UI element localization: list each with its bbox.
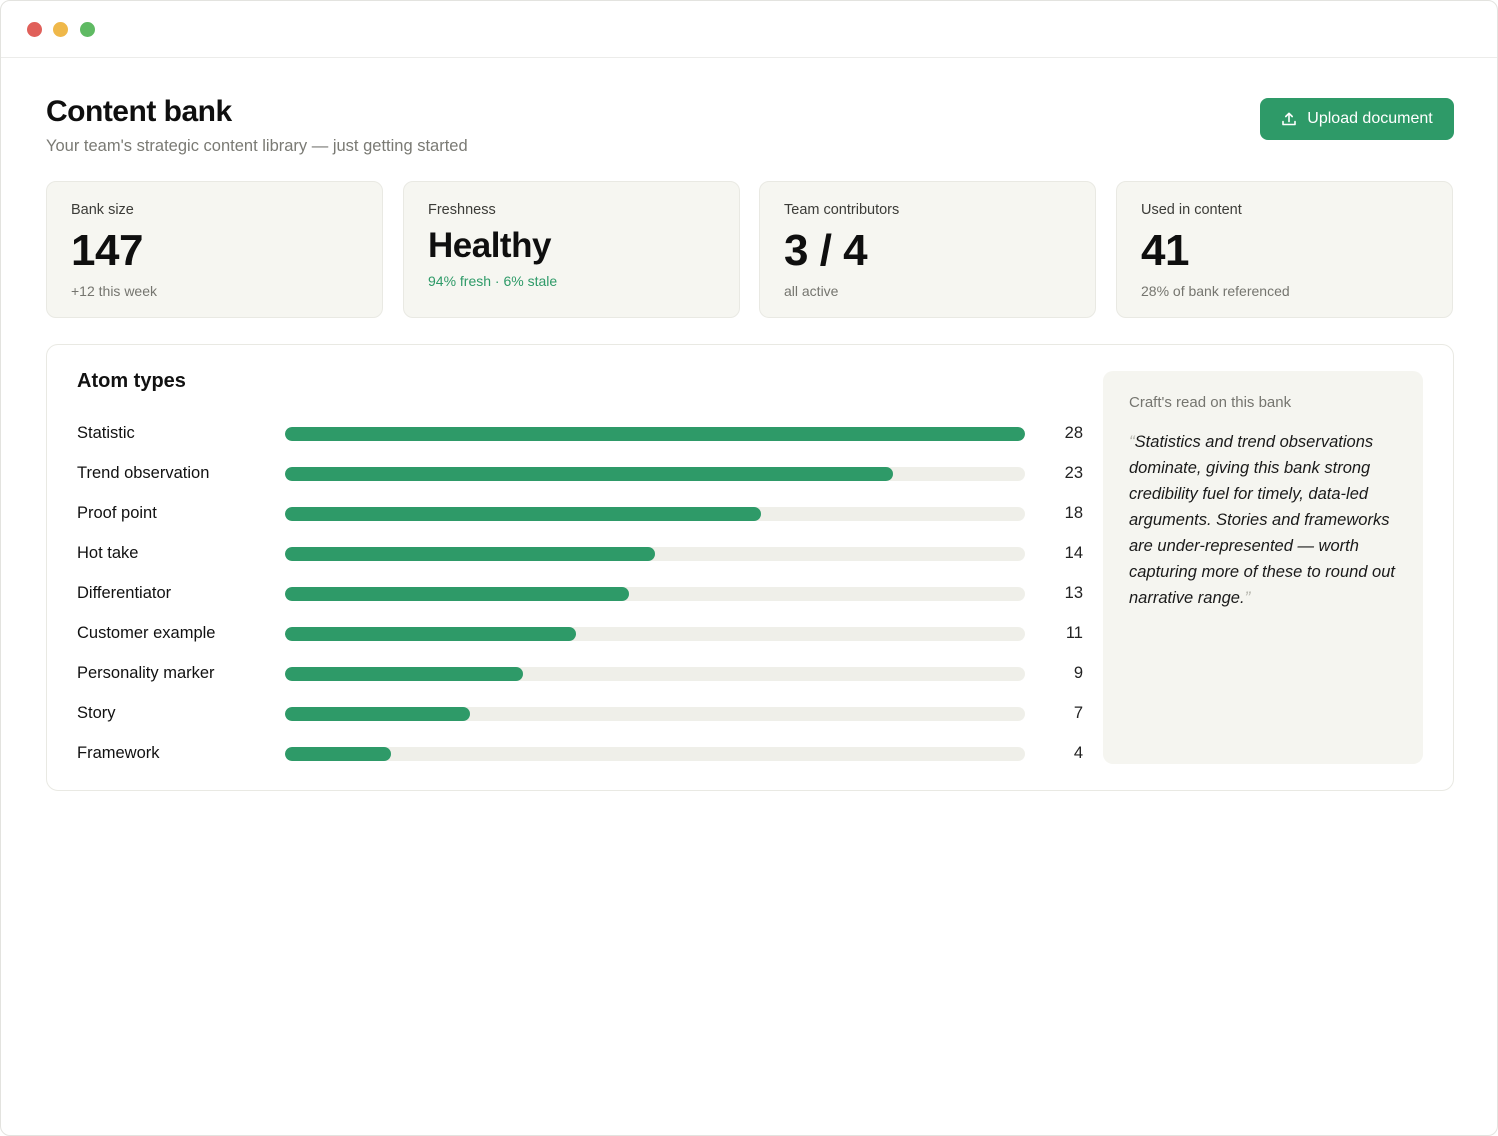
atom-label: Proof point <box>77 504 157 522</box>
atom-row: Differentiator 13 <box>77 581 1083 605</box>
atom-count: 28 <box>1064 424 1083 442</box>
atom-bar-track <box>285 667 1025 681</box>
insight-quote: “Statistics and trend observations domin… <box>1129 429 1401 611</box>
atom-bar-track <box>285 507 1025 521</box>
minimize-window-button[interactable] <box>53 22 68 37</box>
atom-row: Statistic 28 <box>77 421 1083 445</box>
stat-label: Used in content <box>1141 202 1242 218</box>
atom-count: 4 <box>1073 744 1083 762</box>
atom-bar-track <box>285 547 1025 561</box>
atom-bar-track <box>285 627 1025 641</box>
atom-bar <box>285 587 629 601</box>
close-quote-mark: ” <box>1244 588 1251 607</box>
stat-card-freshness: Freshness Healthy 94% fresh · 6% stale <box>403 181 740 318</box>
atom-row: Customer example 11 <box>77 621 1083 645</box>
atom-count: 14 <box>1064 544 1083 562</box>
atom-label: Framework <box>77 744 160 762</box>
atom-bar <box>285 747 391 761</box>
title-bar <box>1 1 1497 58</box>
atom-types-title: Atom types <box>77 370 186 392</box>
atom-label: Story <box>77 704 116 722</box>
atom-label: Personality marker <box>77 664 215 682</box>
upload-icon <box>1281 111 1297 127</box>
atom-row: Trend observation 23 <box>77 461 1083 485</box>
open-quote-mark: “ <box>1129 432 1135 451</box>
atom-bar <box>285 707 470 721</box>
atom-bar-track <box>285 587 1025 601</box>
atom-row: Story 7 <box>77 701 1083 725</box>
stat-label: Bank size <box>71 202 134 218</box>
atom-bar-track <box>285 707 1025 721</box>
atom-label: Hot take <box>77 544 139 562</box>
stat-note: 94% fresh · 6% stale <box>428 273 558 289</box>
atom-bar <box>285 627 576 641</box>
page-title: Content bank <box>46 95 232 128</box>
stat-value: 41 <box>1141 226 1189 275</box>
stat-value: 147 <box>71 226 143 275</box>
insight-box: Craft's read on this bank “Statistics an… <box>1103 371 1423 764</box>
upload-document-label: Upload document <box>1307 110 1433 127</box>
insight-text: Statistics and trend observations domina… <box>1129 433 1395 607</box>
atom-row: Personality marker 9 <box>77 661 1083 685</box>
atom-bar-track <box>285 427 1025 441</box>
stat-note: all active <box>784 283 839 299</box>
atom-row: Framework 4 <box>77 741 1083 765</box>
atom-bar <box>285 547 655 561</box>
atom-bar <box>285 427 1025 441</box>
atom-label: Customer example <box>77 624 216 642</box>
atom-bar-track <box>285 467 1025 481</box>
atom-types-panel: Atom types Statistic 28 Trend observation 2… <box>46 344 1454 791</box>
atom-count: 9 <box>1073 664 1083 682</box>
stat-value: Healthy <box>428 226 551 265</box>
atom-bar <box>285 667 523 681</box>
upload-document-button[interactable]: Upload document <box>1260 98 1454 140</box>
atom-bar <box>285 507 761 521</box>
atom-bar-track <box>285 747 1025 761</box>
insight-heading: Craft's read on this bank <box>1129 394 1292 411</box>
atom-label: Differentiator <box>77 584 172 602</box>
stat-label: Freshness <box>428 202 496 218</box>
atom-label: Trend observation <box>77 464 210 482</box>
stat-note: +12 this week <box>71 283 157 299</box>
stat-note: 28% of bank referenced <box>1141 283 1290 299</box>
close-window-button[interactable] <box>27 22 42 37</box>
stat-card-used-in-content: Used in content 41 28% of bank reference… <box>1116 181 1453 318</box>
atom-label: Statistic <box>77 424 135 442</box>
atom-count: 13 <box>1064 584 1083 602</box>
maximize-window-button[interactable] <box>80 22 95 37</box>
atom-count: 23 <box>1064 464 1083 482</box>
stat-card-bank-size: Bank size 147 +12 this week <box>46 181 383 318</box>
atom-count: 18 <box>1064 504 1083 522</box>
atom-count: 11 <box>1065 624 1083 642</box>
atom-bar <box>285 467 893 481</box>
atom-row: Hot take 14 <box>77 541 1083 565</box>
atom-count: 7 <box>1073 704 1083 722</box>
stat-card-team-contributors: Team contributors 3 / 4 all active <box>759 181 1096 318</box>
stat-value: 3 / 4 <box>784 226 868 275</box>
atom-row: Proof point 18 <box>77 501 1083 525</box>
page-subtitle: Your team's strategic content library — … <box>46 137 468 155</box>
stat-label: Team contributors <box>784 202 900 218</box>
